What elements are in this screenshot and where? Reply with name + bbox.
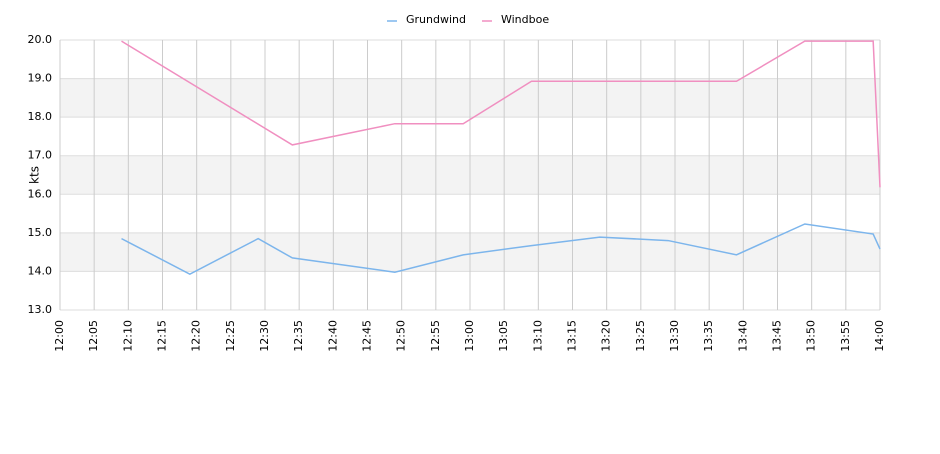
x-tick-label: 13:30 [668,320,681,352]
x-tick-label: 13:55 [839,320,852,352]
y-tick-label: 18.0 [28,110,53,123]
x-tick-label: 12:35 [292,320,305,352]
series-line [121,40,881,188]
x-tick-label: 13:25 [634,320,647,352]
y-tick-label: 17.0 [28,149,53,162]
x-tick-label: 12:40 [326,320,339,352]
x-tick-label: 12:55 [429,320,442,352]
series-line [121,223,881,275]
x-tick-label: 12:30 [258,320,271,352]
x-tick-label: 13:00 [463,320,476,352]
y-axis-label: kts [28,166,42,184]
x-tick-label: 14:00 [873,320,886,352]
y-tick-label: 20.0 [28,33,53,46]
x-tick-label: 12:00 [53,320,66,352]
x-tick-label: 12:10 [121,320,134,352]
legend-label: Grundwind [406,13,466,26]
x-tick-label: 13:15 [566,320,579,352]
x-tick-label: 12:50 [395,320,408,352]
y-tick-label: 13.0 [28,303,53,316]
x-tick-label: 13:45 [771,320,784,352]
x-tick-label: 13:50 [805,320,818,352]
y-tick-label: 15.0 [28,226,53,239]
x-tick-label: 12:05 [87,320,100,352]
x-tick-label: 13:20 [600,320,613,352]
y-tick-label: 14.0 [28,264,53,277]
x-tick-label: 12:45 [361,320,374,352]
x-tick-label: 13:05 [497,320,510,352]
y-tick-label: 19.0 [28,72,53,85]
y-tick-label: 16.0 [28,187,53,200]
legend-label: Windboe [501,13,549,26]
x-tick-label: 13:40 [736,320,749,352]
x-tick-label: 12:25 [224,320,237,352]
x-tick-label: 13:10 [531,320,544,352]
x-tick-label: 13:35 [702,320,715,352]
x-tick-label: 12:20 [190,320,203,352]
x-tick-label: 12:15 [156,320,169,352]
